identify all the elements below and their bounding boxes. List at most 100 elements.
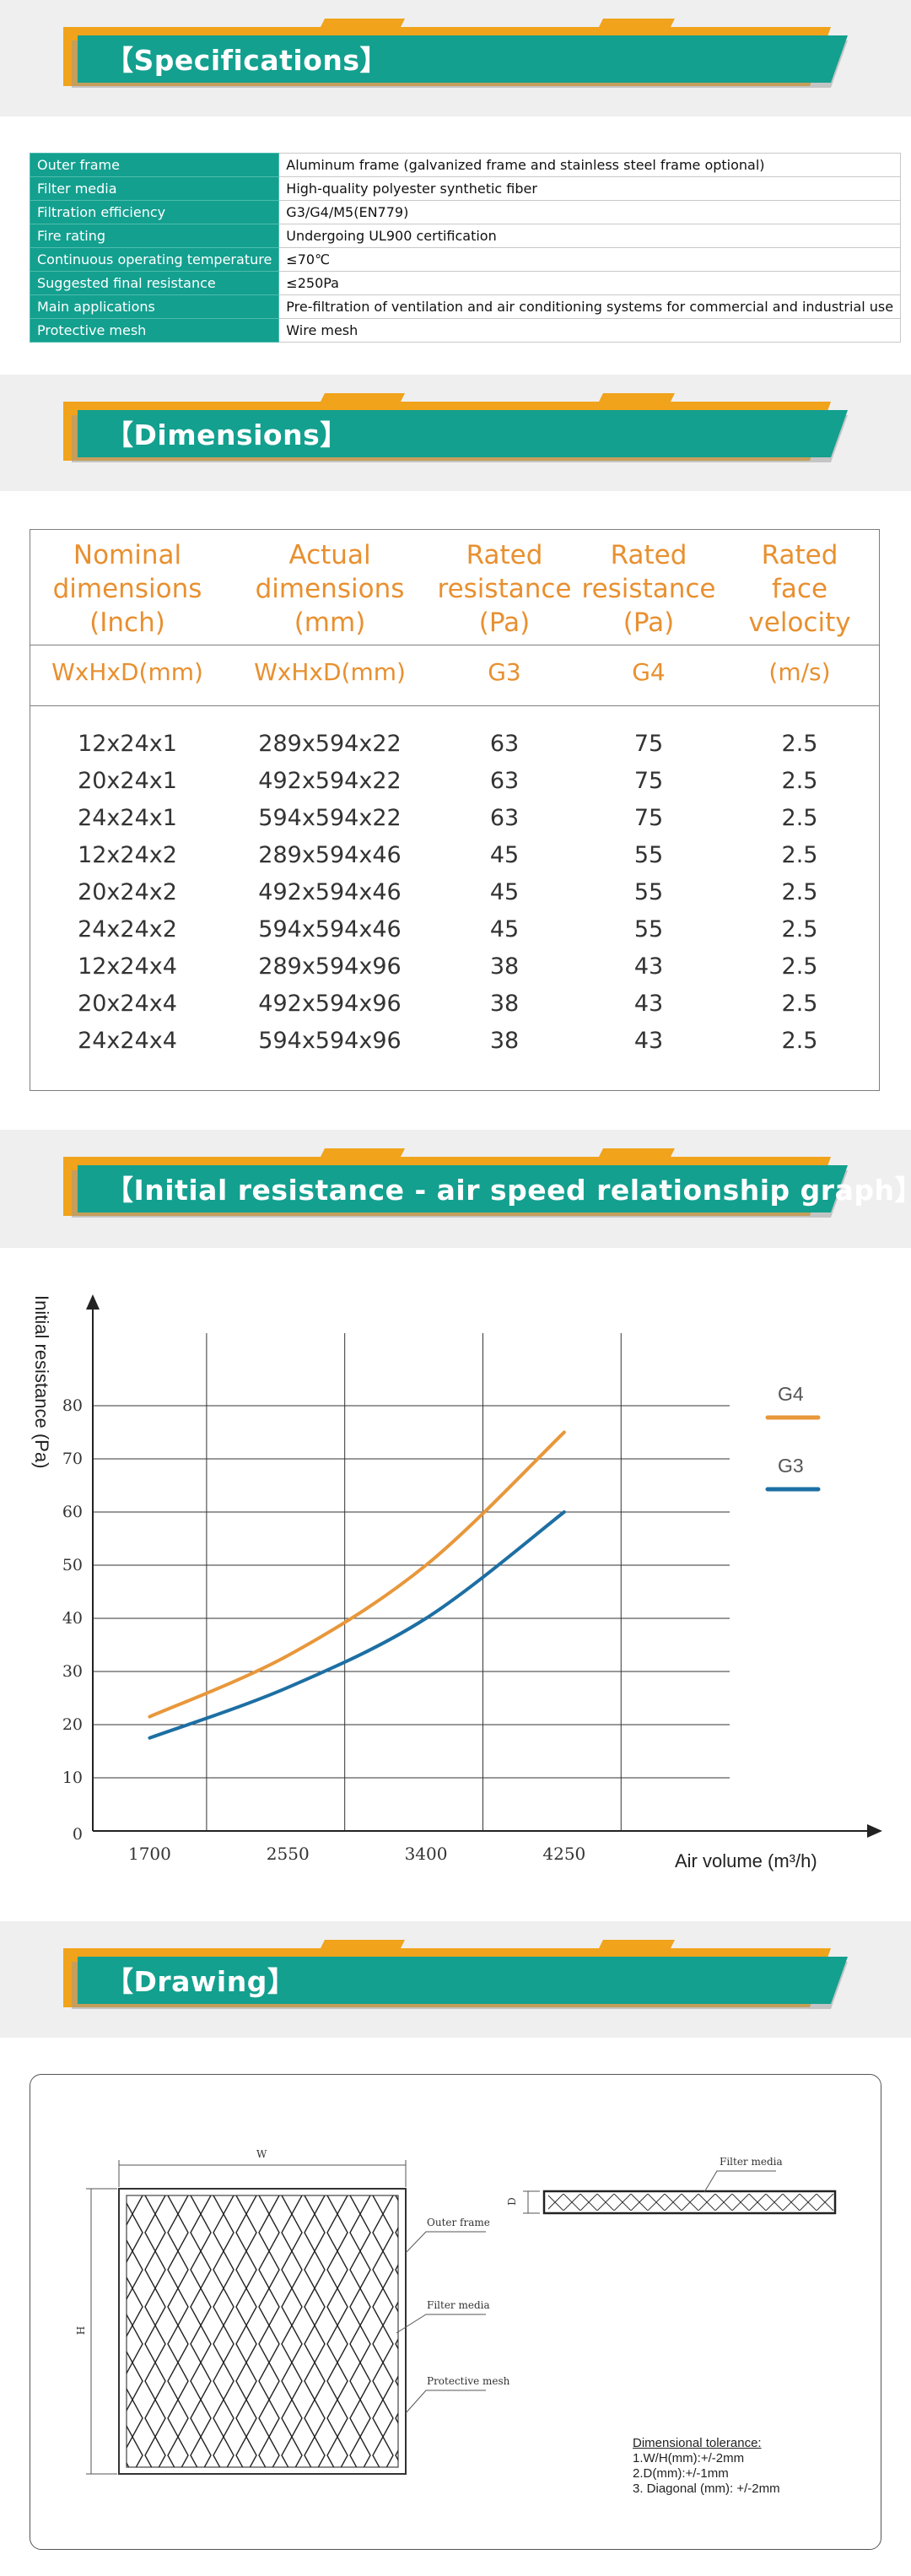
mesh-wire [144, 2195, 166, 2467]
side-media-zigzag [548, 2194, 834, 2211]
spec-key: Fire rating [29, 224, 280, 248]
x-tick-label: 4250 [542, 1844, 585, 1864]
x-axis-arrow [867, 1824, 882, 1838]
table-cell: 43 [633, 991, 664, 1017]
filter-media-label: Filter media [427, 2299, 490, 2311]
column-subheader: G3 [488, 658, 521, 686]
mesh-wire [258, 2195, 280, 2467]
table-cell: 63 [489, 731, 520, 757]
banner-shape [63, 1940, 848, 2009]
spec-key: Main applications [29, 294, 280, 319]
divider [30, 705, 879, 706]
tolerance-item: 2.D(mm):+/-1mm [633, 2466, 729, 2481]
section-title: 【Initial resistance - air speed relation… [105, 1174, 911, 1207]
table-cell: 63 [489, 805, 520, 831]
mesh-wire [304, 2195, 326, 2467]
table-cell: 2.5 [781, 768, 818, 794]
column-header-line: Nominal [73, 540, 182, 570]
column-header-line: face [771, 574, 828, 604]
table-cell: 45 [489, 842, 520, 868]
resistance-chart: 0 10 20 30 40 50 60 70 80 1700 2550 3400 4250 Initial… [31, 1294, 882, 1871]
depth-label: D [505, 2197, 518, 2206]
width-label: W [256, 2148, 267, 2160]
mesh-wire [326, 2195, 348, 2467]
spec-row: Filtration efficiency G3/G4/M5(EN779) [29, 200, 902, 224]
spec-key: Protective mesh [29, 318, 280, 343]
banner-shape [63, 1148, 848, 1218]
spec-value: G3/G4/M5(EN779) [278, 200, 902, 224]
table-cell: 594x594x22 [258, 805, 402, 831]
column-subheader: G4 [632, 658, 666, 686]
filter-media-side-label: Filter media [720, 2156, 783, 2168]
table-cell: 12x24x1 [78, 731, 177, 757]
dimensions-table: Nominal dimensions (Inch) Actual dimensions (… [30, 529, 880, 1091]
column-header: Rated face velocity [720, 538, 880, 640]
table-cell: 2.5 [781, 1028, 818, 1054]
table-cell: 2.5 [781, 991, 818, 1017]
mesh-wire [349, 2195, 371, 2467]
column-header-line: Actual [288, 540, 371, 570]
table-cell: 38 [489, 1028, 520, 1054]
table-cell: 594x594x96 [258, 1028, 402, 1054]
spec-row: Continuous operating temperature ≤70℃ [29, 247, 902, 272]
banner-shape [63, 19, 848, 88]
section-header-graph: 【Initial resistance - air speed relation… [0, 1148, 911, 1233]
table-cell: 289x594x22 [258, 731, 402, 757]
section-header-specifications: 【Specifications】 [0, 19, 911, 103]
mesh-wire [100, 2158, 120, 2492]
x-tick-label: 1700 [128, 1844, 171, 1864]
table-cell: 2.5 [781, 879, 818, 905]
spec-key: Continuous operating temperature [29, 247, 280, 272]
column-header: Actual dimensions (mm) [229, 538, 431, 640]
mesh-wire [213, 2195, 234, 2467]
section-header-dimensions: 【Dimensions】 [0, 393, 911, 478]
y-tick-label: 30 [62, 1662, 83, 1681]
mesh-wire [100, 2158, 120, 2492]
y-tick-label: 80 [62, 1396, 83, 1415]
spec-value: Wire mesh [278, 318, 902, 343]
column-header-line: (Inch) [89, 608, 165, 638]
protective-mesh-label: Protective mesh [427, 2375, 510, 2387]
column-header: Rated resistance (Pa) [429, 538, 580, 640]
table-cell: 20x24x2 [78, 879, 177, 905]
column-subheader: WxHxD(mm) [254, 658, 406, 686]
column-header-line: Rated [761, 540, 838, 570]
x-tick-label: 2550 [267, 1844, 310, 1864]
spec-key: Suggested final resistance [29, 271, 280, 295]
y-tick-label: 40 [62, 1609, 83, 1628]
mesh-wire [281, 2195, 303, 2467]
table-cell: 45 [489, 916, 520, 942]
spec-value: Undergoing UL900 certification [278, 224, 902, 248]
table-cell: 2.5 [781, 953, 818, 980]
spec-row: Fire rating Undergoing UL900 certificatio… [29, 224, 902, 248]
specifications-table: Outer frame Aluminum frame (galvanized fr… [29, 153, 902, 343]
y-tick-label: 60 [62, 1503, 83, 1521]
tolerance-title: Dimensional tolerance: [633, 2436, 762, 2450]
tolerance-item: 3. Diagonal (mm): +/-2mm [633, 2481, 780, 2496]
column-header-line: resistance [581, 574, 716, 604]
mesh-wire [372, 2195, 394, 2467]
dimensional-tolerance: Dimensional tolerance: 1.W/H(mm):+/-2mm … [633, 2436, 780, 2497]
section-title: 【Drawing】 [105, 1965, 296, 1998]
spec-row: Outer frame Aluminum frame (galvanized fr… [29, 153, 902, 177]
outer-frame-label: Outer frame [427, 2217, 490, 2228]
table-cell: 75 [633, 768, 664, 794]
table-cell: 20x24x1 [78, 768, 177, 794]
column-header: Rated resistance (Pa) [581, 538, 716, 640]
y-tick-label: 20 [62, 1715, 83, 1734]
y-tick-label: 70 [62, 1450, 83, 1468]
spec-value: High-quality polyester synthetic fiber [278, 176, 902, 201]
table-cell: 38 [489, 991, 520, 1017]
column-header-line: resistance [437, 574, 572, 604]
table-cell: 75 [633, 731, 664, 757]
legend-label: G3 [778, 1455, 804, 1477]
table-cell: 289x594x96 [258, 953, 402, 980]
series-line-g4 [148, 1430, 566, 1719]
spec-value: Aluminum frame (galvanized frame and sta… [278, 153, 902, 177]
spec-value: ≤70℃ [278, 247, 902, 272]
table-cell: 24x24x4 [78, 1028, 177, 1054]
y-axis-label: Initial resistance (Pa) [31, 1295, 52, 1468]
spec-row: Filter media High-quality polyester synth… [29, 176, 902, 201]
spec-row: Protective mesh Wire mesh [29, 318, 902, 343]
